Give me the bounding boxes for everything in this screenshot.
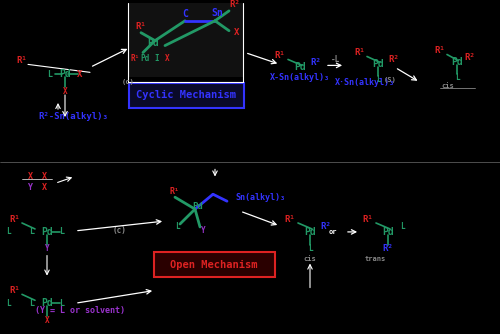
Text: Cyclic Mechanism: Cyclic Mechanism (136, 90, 236, 100)
Text: R²-Sn(alkyl)₃: R²-Sn(alkyl)₃ (38, 113, 108, 122)
Text: Pd: Pd (451, 57, 463, 67)
Text: Sn: Sn (211, 8, 223, 18)
Text: L: L (454, 73, 460, 82)
Text: L: L (6, 227, 10, 236)
Text: R¹: R¹ (136, 22, 146, 31)
Text: R¹: R¹ (274, 51, 285, 60)
Text: L: L (60, 299, 64, 308)
Text: X: X (42, 183, 46, 192)
Text: R¹: R¹ (10, 286, 20, 295)
FancyBboxPatch shape (154, 252, 274, 277)
Text: R²: R² (310, 58, 322, 67)
Text: I: I (154, 54, 160, 63)
Text: R²: R² (388, 55, 400, 64)
Text: (S): (S) (384, 77, 396, 83)
Text: Pd: Pd (59, 69, 71, 79)
Text: L: L (30, 227, 35, 236)
Text: Sn(alkyl)₃: Sn(alkyl)₃ (235, 193, 285, 202)
Text: (c): (c) (113, 226, 127, 235)
Text: R¹: R¹ (130, 54, 140, 63)
Text: R¹: R¹ (362, 214, 374, 223)
Text: R¹: R¹ (284, 214, 296, 223)
Text: R¹: R¹ (434, 46, 446, 55)
Text: (Y = L or solvent): (Y = L or solvent) (35, 306, 125, 315)
Text: Pd: Pd (41, 298, 53, 308)
Text: Pd: Pd (382, 227, 394, 237)
Text: X: X (44, 316, 50, 325)
Text: X: X (42, 172, 46, 181)
Text: L: L (30, 299, 35, 308)
Text: or: or (329, 229, 337, 235)
Text: Y: Y (44, 244, 50, 253)
Text: L: L (60, 227, 64, 236)
Text: L: L (400, 222, 404, 231)
Text: X-Sn(alkyl)₃: X-Sn(alkyl)₃ (270, 73, 330, 82)
Text: L: L (308, 244, 312, 253)
Text: C: C (182, 9, 188, 19)
Text: Pd: Pd (304, 227, 316, 237)
Text: R¹: R¹ (10, 214, 20, 223)
Text: Y: Y (28, 183, 32, 192)
Text: X: X (234, 28, 240, 37)
Text: X·Sn(alkyl)₃: X·Sn(alkyl)₃ (335, 78, 395, 87)
Text: L: L (376, 75, 380, 84)
Text: R¹: R¹ (354, 48, 366, 57)
Text: Pd: Pd (140, 54, 149, 63)
Text: cis: cis (304, 256, 316, 262)
Text: R¹: R¹ (170, 187, 180, 196)
Text: Pd: Pd (294, 62, 306, 72)
Text: R²: R² (382, 244, 394, 253)
Text: Y: Y (200, 226, 205, 235)
Text: R²: R² (464, 53, 475, 62)
Text: X: X (62, 87, 68, 96)
Text: Pd: Pd (372, 59, 384, 69)
Text: -L: -L (330, 55, 340, 64)
Text: Pd: Pd (147, 38, 159, 48)
Text: X: X (164, 54, 170, 63)
FancyBboxPatch shape (128, 83, 244, 108)
Text: L: L (174, 222, 180, 231)
Text: (c): (c) (122, 79, 134, 85)
Text: trans: trans (364, 256, 386, 262)
Text: cis: cis (442, 83, 454, 89)
Text: Pd: Pd (192, 202, 203, 211)
Text: X: X (28, 172, 32, 181)
Text: Open Mechanism: Open Mechanism (170, 260, 258, 270)
Text: R¹: R¹ (16, 56, 28, 65)
Text: L: L (48, 70, 52, 79)
Text: Pd: Pd (41, 227, 53, 237)
Text: L: L (6, 299, 10, 308)
Text: R²: R² (320, 222, 332, 231)
Text: R²: R² (230, 0, 240, 9)
FancyBboxPatch shape (128, 3, 243, 77)
Text: X: X (78, 70, 82, 79)
